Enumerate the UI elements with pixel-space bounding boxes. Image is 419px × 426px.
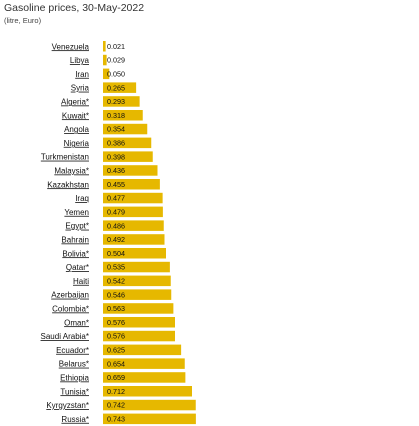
- bar: [103, 303, 174, 314]
- bar: [103, 234, 165, 245]
- category-label: Colombia*: [52, 304, 89, 313]
- bar: [103, 137, 152, 149]
- bar: [103, 123, 148, 135]
- value-label: 0.029: [107, 56, 125, 65]
- value-label: 0.504: [107, 249, 125, 258]
- category-label: Tunisia*: [60, 387, 89, 396]
- bar: [103, 110, 143, 121]
- category-label: Haiti: [73, 277, 89, 286]
- bar: [103, 179, 160, 190]
- bar: [103, 330, 175, 342]
- bar: [103, 317, 175, 328]
- value-label: 0.659: [107, 373, 125, 382]
- bar: [103, 165, 158, 176]
- value-label: 0.050: [107, 69, 125, 78]
- value-label: 0.398: [107, 152, 125, 161]
- value-label: 0.021: [107, 42, 125, 51]
- category-label: Malaysia*: [54, 166, 89, 175]
- category-label: Nigeria: [64, 139, 90, 148]
- value-label: 0.455: [107, 180, 125, 189]
- value-label: 0.576: [107, 318, 125, 327]
- bar: [103, 399, 196, 411]
- category-label: Venezuela: [52, 42, 90, 51]
- bar: [103, 289, 172, 300]
- value-label: 0.546: [107, 290, 125, 299]
- value-label: 0.742: [107, 401, 125, 410]
- bar: [103, 192, 163, 204]
- bar: [103, 96, 140, 107]
- bar: [103, 41, 106, 52]
- value-label: 0.354: [107, 125, 125, 134]
- category-label: Kuwait*: [62, 111, 89, 120]
- bar: [103, 220, 164, 231]
- bar: [103, 82, 137, 93]
- value-label: 0.712: [107, 387, 125, 396]
- bar: [103, 358, 185, 369]
- bar: [103, 261, 170, 273]
- value-label: 0.625: [107, 345, 125, 354]
- category-label: Angola: [64, 125, 89, 134]
- category-label: Iraq: [75, 194, 89, 203]
- category-label: Bahrain: [61, 235, 89, 244]
- category-label: Syria: [71, 84, 90, 93]
- value-label: 0.576: [107, 332, 125, 341]
- category-label: Azerbaijan: [51, 291, 89, 300]
- bar: [103, 151, 153, 162]
- bar: [103, 372, 186, 383]
- category-label: Turkmenistan: [41, 153, 89, 162]
- chart-subtitle: (litre, Euro): [4, 16, 42, 25]
- category-label: Algeria*: [61, 97, 89, 106]
- value-label: 0.386: [107, 138, 125, 147]
- value-label: 0.293: [107, 97, 125, 106]
- value-label: 0.477: [107, 194, 125, 203]
- bar: [103, 344, 182, 356]
- value-label: 0.318: [107, 111, 125, 120]
- bar: [103, 54, 107, 66]
- category-label: Ethiopia: [60, 373, 89, 382]
- value-label: 0.265: [107, 83, 125, 92]
- category-label: Qatar*: [66, 263, 89, 272]
- category-label: Yemen: [64, 208, 89, 217]
- value-label: 0.486: [107, 221, 125, 230]
- category-label: Saudi Arabia*: [41, 332, 89, 341]
- category-label: Belarus*: [59, 360, 89, 369]
- category-label: Iran: [75, 70, 89, 79]
- category-label: Ecuador*: [56, 346, 89, 355]
- category-label: Oman*: [64, 318, 89, 327]
- bar: [103, 413, 196, 425]
- chart-title: Gasoline prices, 30-May-2022: [4, 2, 145, 14]
- category-label: Libya: [70, 56, 90, 65]
- category-label: Bolivia*: [62, 249, 89, 258]
- value-label: 0.479: [107, 207, 125, 216]
- bar: [103, 386, 192, 397]
- value-label: 0.743: [107, 414, 125, 423]
- value-label: 0.535: [107, 263, 125, 272]
- value-label: 0.563: [107, 304, 125, 313]
- category-label: Russia*: [61, 415, 89, 424]
- bar: [103, 275, 171, 287]
- value-label: 0.542: [107, 276, 125, 285]
- bar: [103, 248, 166, 259]
- category-label: Kyrgyzstan*: [46, 401, 89, 410]
- bar: [103, 68, 110, 80]
- category-label: Kazakhstan: [47, 180, 89, 189]
- category-label: Egypt*: [65, 222, 89, 231]
- value-label: 0.436: [107, 166, 125, 175]
- value-label: 0.654: [107, 359, 125, 368]
- value-label: 0.492: [107, 235, 125, 244]
- bar: [103, 206, 163, 218]
